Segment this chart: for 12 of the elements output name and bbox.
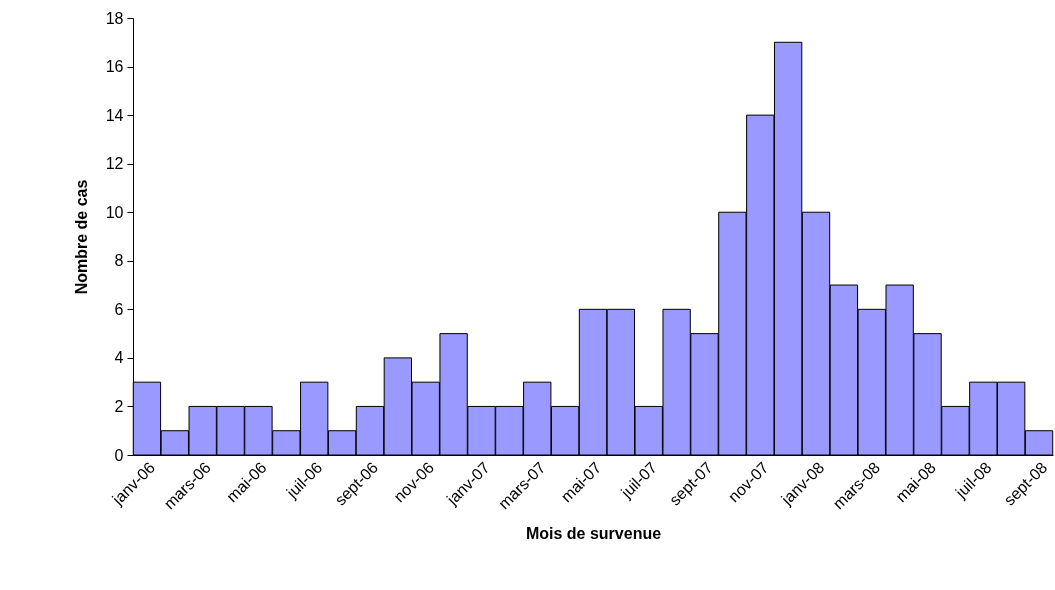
y-axis-title: Nombre de cas [72,179,90,295]
x-axis-title: Mois de survenue [525,525,662,543]
y-tick-label: 2 [114,397,124,415]
y-tick-label: 8 [114,252,124,270]
y-tick-label: 18 [105,9,124,27]
y-tick-label: 12 [105,155,124,173]
y-tick-label: 14 [105,106,124,124]
y-tick-label: 0 [114,446,124,464]
y-tick-label: 16 [105,58,124,76]
y-tick-label: 4 [114,349,124,367]
y-tick-label: 10 [105,203,124,221]
y-tick-label: 6 [114,300,124,318]
